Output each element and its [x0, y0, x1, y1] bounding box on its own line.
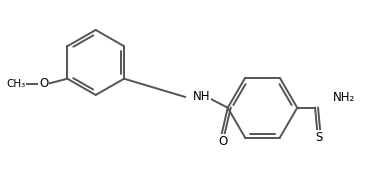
Text: NH₂: NH₂: [333, 91, 355, 104]
Text: O: O: [39, 77, 48, 90]
Text: O: O: [218, 135, 228, 148]
Text: NH: NH: [193, 90, 211, 103]
Text: CH₃: CH₃: [6, 79, 25, 89]
Text: S: S: [315, 131, 323, 144]
